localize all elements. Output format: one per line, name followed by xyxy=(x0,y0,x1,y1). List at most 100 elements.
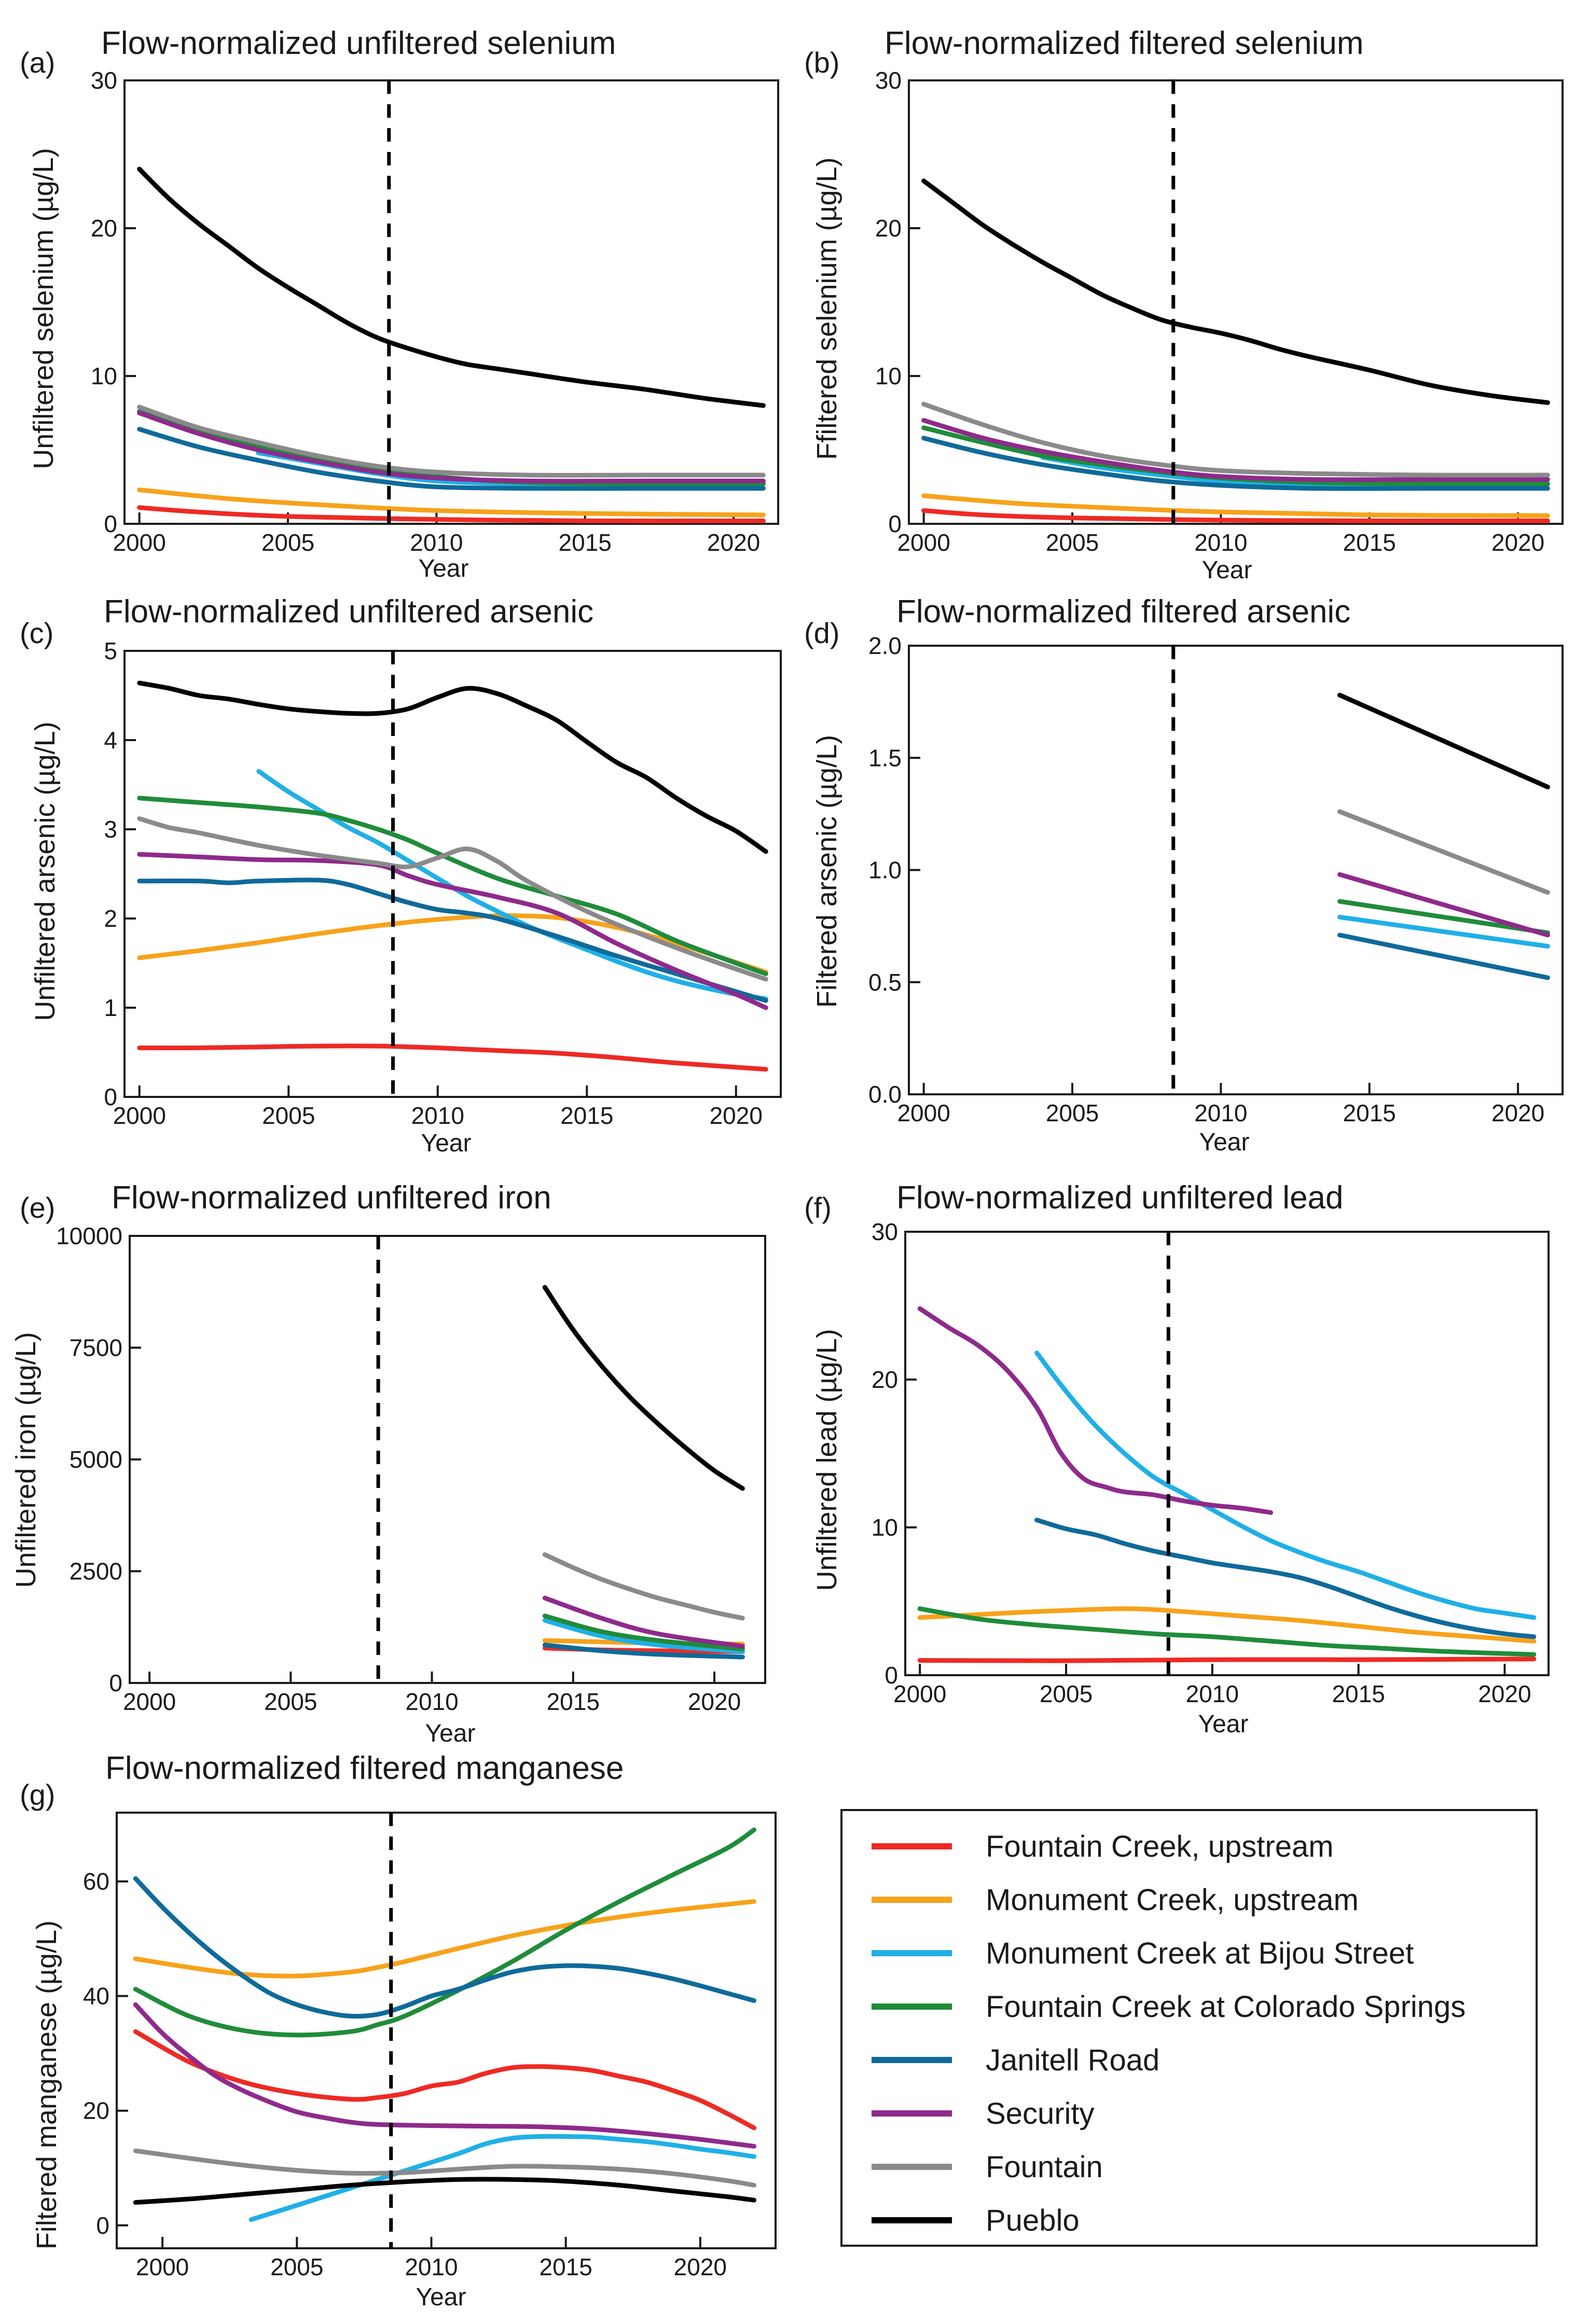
x-axis-label-g: Year xyxy=(416,2284,466,2311)
x-tick-label-a-2015: 2015 xyxy=(559,529,612,556)
x-tick-label-b-2020: 2020 xyxy=(1491,529,1544,556)
series-line-a-security xyxy=(137,410,766,484)
y-tick-label-a-1: 10 xyxy=(91,363,117,389)
y-tick-label-g-2: 40 xyxy=(83,1983,109,2010)
series-line-e-fountain xyxy=(542,1552,745,1621)
panel-label-a: (a) xyxy=(20,46,55,79)
series-line-g-fountain xyxy=(133,2148,756,2188)
plot-frame-f xyxy=(904,1231,1550,1676)
x-tick-label-d-2000: 2000 xyxy=(897,1100,950,1126)
series-line-g-fountain-creek-upstream xyxy=(133,2029,756,2131)
series-line-f-fountain-creek-at-colorado-springs xyxy=(917,1606,1537,1657)
panel-title-f: Flow-normalized unfiltered lead xyxy=(896,1180,1344,1216)
x-axis-label-e: Year xyxy=(425,1720,476,1747)
series-line-b-fountain-creek-upstream xyxy=(921,508,1550,523)
x-tick-label-a-2020: 2020 xyxy=(707,529,760,556)
x-tick-label-g-2015: 2015 xyxy=(540,2253,592,2280)
y-tick-label-c-4: 4 xyxy=(104,727,117,754)
y-tick-label-f-0: 0 xyxy=(885,1662,898,1689)
y-tick-label-c-2: 2 xyxy=(104,905,117,932)
x-tick-label-c-2010: 2010 xyxy=(411,1102,464,1129)
legend-label-monument-creek-upstream: Monument Creek, upstream xyxy=(986,1883,1359,1917)
series-line-g-security xyxy=(133,2002,756,2149)
x-tick-label-g-2000: 2000 xyxy=(136,2253,189,2280)
series-line-e-monument-creek-at-bijou-street xyxy=(542,1618,745,1654)
y-tick-label-d-4: 2.0 xyxy=(868,632,902,659)
panel-label-g: (g) xyxy=(20,1778,55,1811)
legend-label-fountain-creek-upstream: Fountain Creek, upstream xyxy=(986,1830,1334,1863)
y-tick-label-e-2: 5000 xyxy=(70,1446,122,1473)
y-tick-label-g-0: 0 xyxy=(96,2212,109,2239)
series-line-d-monument-creek-at-bijou-street xyxy=(1337,914,1550,949)
y-tick-label-f-3: 30 xyxy=(872,1218,898,1245)
series-line-c-security xyxy=(137,852,768,1010)
y-tick-label-c-0: 0 xyxy=(104,1083,117,1110)
series-line-c-fountain xyxy=(137,816,768,982)
y-tick-label-b-3: 30 xyxy=(875,67,902,94)
series-line-a-pueblo xyxy=(137,166,766,408)
series-line-b-monument-creek-upstream xyxy=(921,493,1550,518)
y-tick-label-b-0: 0 xyxy=(888,510,902,537)
x-tick-label-f-2005: 2005 xyxy=(1040,1680,1093,1707)
panel-f-unfiltered-lead: (f) Flow-normalized unfiltered lead Unfi… xyxy=(804,1180,1550,1738)
plot-area-e: 2000 2005 2010 2015 2020 0 2500 5000 7500 10000 xyxy=(56,1222,766,1715)
y-axis-label-e: Unfiltered iron (µg/L) xyxy=(10,1332,42,1588)
plot-area-g: 2000 2005 2010 2015 2020 0 20 40 60 xyxy=(83,1812,777,2280)
series-line-c-janitell-road xyxy=(137,878,768,1003)
series-line-e-fountain-creek-at-colorado-springs xyxy=(542,1613,745,1651)
series-line-a-fountain-creek-upstream xyxy=(137,505,766,524)
x-tick-label-c-2015: 2015 xyxy=(560,1102,613,1129)
series-line-d-janitell-road xyxy=(1337,933,1550,980)
x-tick-label-c-2005: 2005 xyxy=(262,1102,315,1129)
series-line-f-monument-creek-at-bijou-street xyxy=(1034,1351,1537,1620)
series-line-e-security xyxy=(542,1595,745,1649)
panel-label-f: (f) xyxy=(804,1191,832,1224)
panel-label-c: (c) xyxy=(20,617,53,649)
panel-title-e: Flow-normalized unfiltered iron xyxy=(112,1180,551,1216)
x-tick-label-e-2015: 2015 xyxy=(547,1688,600,1715)
y-tick-label-d-1: 0.5 xyxy=(868,969,902,996)
y-tick-label-c-1: 1 xyxy=(104,994,117,1021)
series-line-b-janitell-road xyxy=(921,436,1550,491)
panel-label-b: (b) xyxy=(804,46,839,79)
panel-title-c: Flow-normalized unfiltered arsenic xyxy=(104,594,593,630)
plot-frame-a xyxy=(123,79,779,525)
y-tick-label-f-1: 10 xyxy=(872,1514,898,1541)
x-tick-label-b-2000: 2000 xyxy=(897,529,950,556)
series-line-a-janitell-road xyxy=(137,427,766,491)
y-tick-label-e-1: 2500 xyxy=(70,1558,122,1585)
plot-frame-b xyxy=(908,79,1564,525)
series-line-d-pueblo xyxy=(1337,692,1550,789)
x-tick-label-b-2010: 2010 xyxy=(1194,529,1247,556)
x-axis-label-c: Year xyxy=(421,1130,472,1157)
y-tick-label-e-4: 10000 xyxy=(56,1222,122,1249)
y-tick-label-c-5: 5 xyxy=(104,637,117,664)
panel-e-unfiltered-iron: (e) Flow-normalized unfiltered iron Unfi… xyxy=(10,1180,766,1747)
panel-title-a: Flow-normalized unfiltered selenium xyxy=(101,25,616,61)
series-line-e-janitell-road xyxy=(542,1643,745,1660)
legend-label-pueblo: Pueblo xyxy=(986,2204,1080,2237)
series-line-d-fountain xyxy=(1337,809,1550,895)
x-tick-label-c-2020: 2020 xyxy=(710,1102,763,1129)
series-line-f-security xyxy=(917,1306,1273,1515)
series-line-b-security xyxy=(921,418,1550,482)
x-tick-label-e-2005: 2005 xyxy=(264,1688,317,1715)
series-line-f-fountain-creek-upstream xyxy=(917,1657,1537,1663)
series-line-c-monument-creek-at-bijou-street xyxy=(256,769,768,1001)
y-tick-label-e-3: 7500 xyxy=(70,1334,122,1361)
x-tick-label-a-2010: 2010 xyxy=(410,529,463,556)
x-tick-label-e-2010: 2010 xyxy=(405,1688,458,1715)
y-tick-label-g-1: 20 xyxy=(83,2097,109,2124)
y-tick-label-d-3: 1.5 xyxy=(868,744,902,771)
legend: Fountain Creek, upstream Monument Creek, … xyxy=(840,1809,1538,2247)
y-tick-label-c-3: 3 xyxy=(104,816,117,843)
y-tick-label-a-2: 20 xyxy=(91,215,117,242)
x-tick-label-d-2010: 2010 xyxy=(1194,1100,1247,1126)
x-axis-label-b: Year xyxy=(1202,556,1252,584)
series-line-c-fountain-creek-upstream xyxy=(137,1043,768,1072)
series-line-f-janitell-road xyxy=(1034,1518,1537,1639)
plot-area-d: 2000 2005 2010 2015 2020 0.0 0.5 1.0 1.5 2.0 xyxy=(868,632,1564,1126)
panel-title-b: Flow-normalized filtered selenium xyxy=(885,25,1363,61)
x-tick-label-f-2015: 2015 xyxy=(1332,1680,1385,1707)
